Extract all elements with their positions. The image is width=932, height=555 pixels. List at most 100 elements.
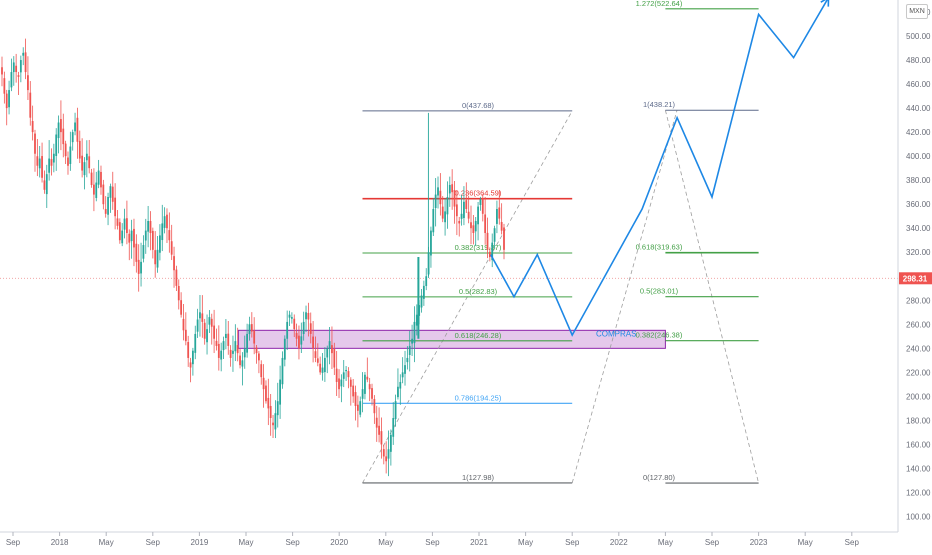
candle-body <box>27 75 29 91</box>
fib-level-label: 0(127.80) <box>643 473 676 482</box>
candle-body <box>83 162 86 176</box>
candle-body <box>114 197 117 217</box>
candle-body <box>133 228 135 248</box>
y-tick-label: 260.00 <box>906 320 931 329</box>
candle-body <box>347 371 350 378</box>
candle-body <box>477 206 479 225</box>
candle-body <box>236 345 239 354</box>
candle-body <box>491 242 494 261</box>
candle-body <box>130 230 133 242</box>
candle-body <box>399 381 402 389</box>
candle-body <box>184 329 187 342</box>
y-tick-label: 160.00 <box>906 440 931 449</box>
candle-body <box>118 222 121 241</box>
candle-body <box>486 232 489 250</box>
candle-body <box>85 153 88 161</box>
candle-body <box>187 342 190 358</box>
compras-label: COMPRAS <box>596 329 636 338</box>
candle-body <box>356 404 359 411</box>
candle-body <box>441 206 444 219</box>
candle-body <box>404 365 406 374</box>
candle-body <box>262 377 265 390</box>
candle-body <box>253 330 256 344</box>
candle-body <box>126 218 128 234</box>
candle-body <box>453 190 456 207</box>
candle-body <box>142 245 145 259</box>
candle-body <box>60 119 62 133</box>
candle-body <box>488 251 491 258</box>
candle-body <box>451 184 454 193</box>
candle-body <box>366 376 369 380</box>
candle-body <box>411 338 413 344</box>
candle-body <box>17 75 20 77</box>
fib-level-label: 1(438.21) <box>643 100 676 109</box>
fib-level-label: 0.5(283.01) <box>640 287 679 296</box>
fib-level-label: 0.382(246.38) <box>636 331 683 340</box>
y-tick-label: 440.00 <box>906 104 931 113</box>
candle-body <box>241 360 244 367</box>
fib-level-label: 0.5(282.83) <box>459 287 498 296</box>
candle-body <box>19 60 22 73</box>
candle-body <box>467 211 470 219</box>
candle-body <box>286 321 289 339</box>
candle-body <box>323 357 326 373</box>
candle-body <box>57 122 60 139</box>
candle-body <box>257 353 260 361</box>
y-tick-label: 460.00 <box>906 80 931 89</box>
candle-body <box>246 333 249 353</box>
candle-body <box>283 338 286 360</box>
candle-body <box>175 269 178 286</box>
candle-body <box>276 401 279 416</box>
candle-body <box>281 357 284 385</box>
candle-body <box>265 385 267 402</box>
y-tick-label: 480.00 <box>906 56 931 65</box>
candle-body <box>201 313 204 322</box>
y-tick-label: 380.00 <box>906 176 931 185</box>
candle-body <box>397 386 399 398</box>
candle-body <box>111 186 114 202</box>
candle-body <box>316 358 319 363</box>
candle-body <box>154 250 157 265</box>
candle-body <box>446 196 449 215</box>
candle-body <box>248 324 251 335</box>
candle-body <box>93 184 95 195</box>
candle-body <box>76 117 79 142</box>
candle-body <box>213 325 216 339</box>
candle-body <box>163 216 166 228</box>
candle-body <box>401 372 404 378</box>
candle-body <box>64 143 67 157</box>
candle-body <box>38 158 41 169</box>
candle-body <box>415 314 418 326</box>
candle-body <box>439 190 442 205</box>
x-tick-label: May <box>798 538 813 547</box>
candle-body <box>210 318 213 327</box>
x-tick-label: Sep <box>146 538 161 547</box>
fib-level-label: 0.786(194.25) <box>455 393 502 402</box>
candle-body <box>380 431 383 445</box>
candle-body <box>215 340 218 346</box>
candle-body <box>22 52 25 56</box>
candle-body <box>135 243 138 262</box>
candle-body <box>156 249 159 268</box>
candle-body <box>474 221 477 232</box>
candle-body <box>128 233 131 243</box>
candle-body <box>161 223 164 241</box>
last-price-text: 298.31 <box>903 274 928 283</box>
y-tick-label: 320.00 <box>906 248 931 257</box>
candle-body <box>496 208 498 224</box>
x-tick-label: Sep <box>845 538 860 547</box>
fib-level-label: 0.382(319.37) <box>455 243 502 252</box>
candle-body <box>69 146 72 164</box>
candle-body <box>335 368 338 382</box>
candle-body <box>269 405 272 419</box>
candle-body <box>123 218 126 230</box>
candle-body <box>345 369 347 372</box>
candle-body <box>295 332 298 339</box>
y-tick-label: 400.00 <box>906 152 931 161</box>
candle-body <box>290 317 293 319</box>
candle-body <box>444 211 446 223</box>
candle-body <box>36 156 39 166</box>
candle-body <box>500 222 503 231</box>
candle-body <box>368 384 371 390</box>
